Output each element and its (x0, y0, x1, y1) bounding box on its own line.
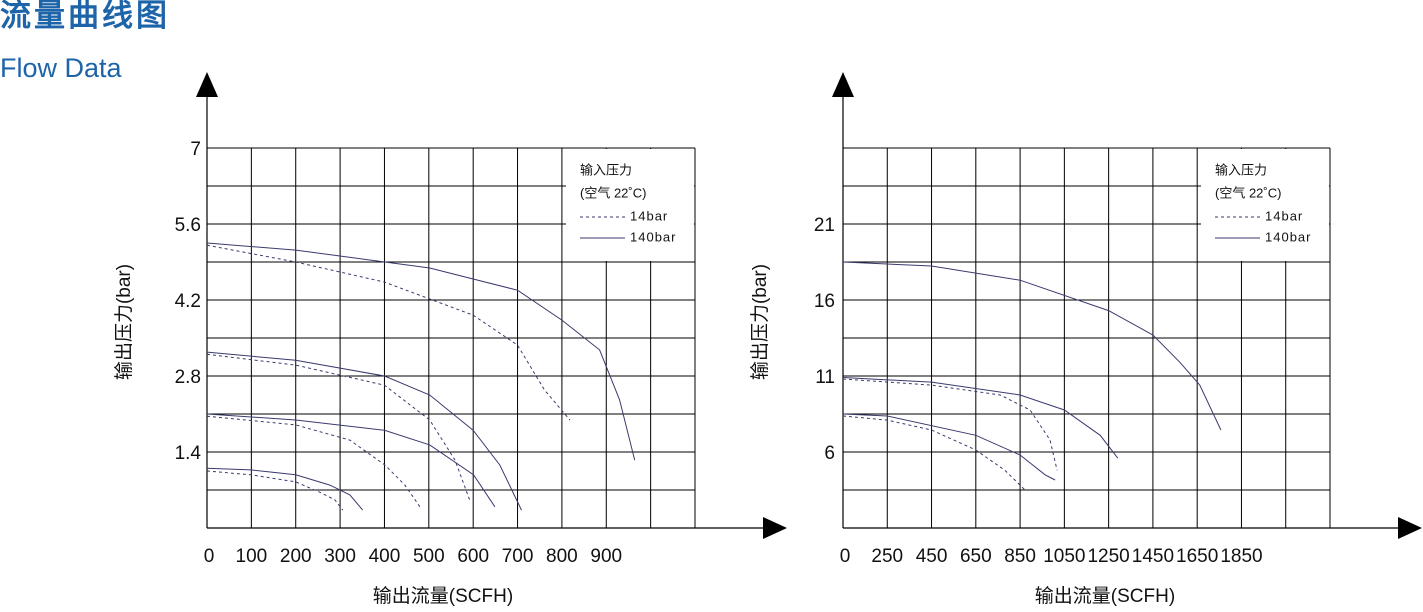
legend-label: 14bar (1265, 208, 1303, 223)
flow-curve (842, 378, 1058, 471)
x-tick-label: 1650 (1176, 546, 1218, 567)
flow-curve (206, 470, 344, 511)
x-tick-label: 450 (916, 546, 948, 567)
flow-curve (206, 413, 496, 508)
legend-label: 140bar (630, 229, 676, 244)
x-tick-label: 800 (546, 546, 578, 567)
x-tick-label: 650 (960, 546, 992, 567)
page-title: 流量曲线图 (0, 0, 170, 33)
x-tick-label: 900 (590, 546, 622, 567)
flow-curve (206, 467, 364, 511)
x-tick-label: 600 (457, 546, 489, 567)
y-tick-label: 6 (824, 443, 835, 464)
flow-curve (842, 377, 1119, 459)
x-tick-label: 300 (324, 546, 356, 567)
legend-title: 输入压力 (1215, 162, 1267, 177)
legend-title: (空气 22˚C) (1215, 185, 1281, 200)
x-tick-label: 250 (871, 546, 903, 567)
y-tick-label: 21 (814, 215, 835, 236)
x-tick-label: 200 (280, 546, 312, 567)
flow-curve (842, 261, 1222, 431)
x-tick-label: 1050 (1043, 546, 1085, 567)
legend-box (566, 149, 694, 261)
legend-title: 输入压力 (580, 162, 632, 177)
x-tick-label: 700 (502, 546, 534, 567)
legend-label: 140bar (1265, 229, 1311, 244)
x-tick-label: 1450 (1132, 546, 1174, 567)
x-axis-title: 输出流量(SCFH) (1035, 585, 1175, 607)
x-tick-label: 0 (204, 546, 215, 567)
y-axis-title: 输出压力(bar) (113, 264, 135, 380)
x-tick-label: 0 (840, 546, 851, 567)
flow-curve (206, 242, 636, 461)
flow-curve (842, 413, 1056, 481)
x-axis-title: 输出流量(SCFH) (373, 585, 513, 607)
y-tick-label: 5.6 (175, 215, 201, 236)
flow-curve (206, 244, 571, 421)
y-tick-label: 7 (190, 139, 201, 160)
legend-label: 14bar (630, 208, 668, 223)
page-subtitle: Flow Data (0, 53, 123, 83)
flow-curve (206, 351, 522, 511)
x-axis-arrow (1398, 517, 1422, 539)
y-axis-title: 输出压力(bar) (749, 264, 771, 380)
y-tick-label: 11 (815, 367, 835, 388)
x-tick-label: 500 (413, 546, 445, 567)
x-axis-arrow (763, 517, 787, 539)
legend-title: (空气 22˚C) (580, 185, 646, 200)
y-tick-label: 1.4 (175, 443, 202, 464)
y-axis-arrow (196, 72, 218, 97)
x-tick-label: 850 (1004, 546, 1036, 567)
flow-curve (206, 353, 471, 500)
y-tick-label: 4.2 (175, 291, 201, 312)
flow-curve (206, 415, 421, 508)
y-tick-label: 16 (814, 291, 835, 312)
legend-box (1201, 149, 1329, 261)
x-tick-label: 100 (236, 546, 268, 567)
y-axis-arrow (832, 72, 854, 97)
x-tick-label: 400 (369, 546, 401, 567)
flow-curve (842, 415, 1026, 491)
x-tick-label: 1250 (1087, 546, 1129, 567)
x-tick-label: 1850 (1220, 546, 1262, 567)
y-tick-label: 2.8 (175, 367, 201, 388)
